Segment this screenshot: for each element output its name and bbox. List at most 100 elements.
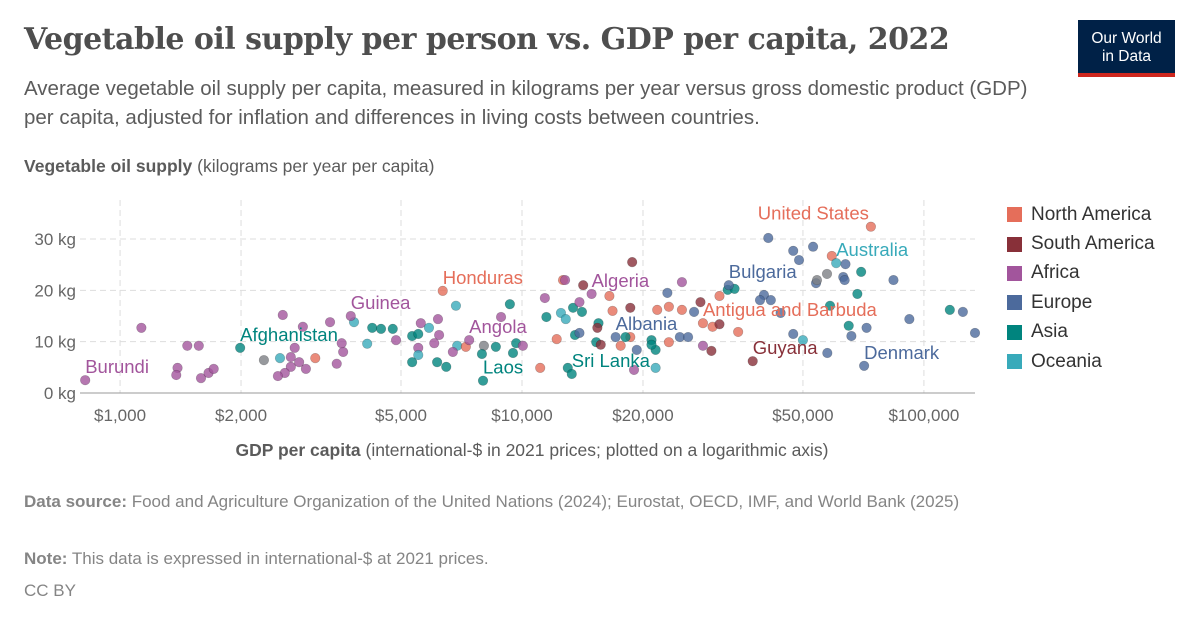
data-point[interactable] [695, 297, 706, 308]
data-point[interactable] [652, 304, 663, 315]
data-point[interactable] [390, 335, 402, 346]
data-point[interactable] [331, 358, 342, 369]
legend-item[interactable]: North America [1007, 200, 1155, 229]
data-point[interactable] [628, 364, 640, 376]
data-point[interactable] [362, 338, 373, 349]
data-point[interactable] [697, 318, 709, 329]
data-point[interactable] [807, 241, 819, 252]
data-point[interactable] [824, 300, 836, 311]
data-point[interactable] [859, 360, 870, 371]
data-point[interactable] [840, 259, 851, 270]
data-point[interactable] [682, 331, 694, 343]
data-point[interactable] [566, 368, 577, 380]
data-point[interactable] [345, 310, 356, 322]
data-point[interactable] [625, 302, 636, 313]
data-point[interactable] [171, 369, 182, 381]
data-point[interactable] [865, 221, 876, 232]
data-point[interactable] [610, 331, 621, 343]
data-point[interactable] [559, 274, 571, 286]
data-point[interactable] [797, 335, 809, 346]
data-point[interactable] [539, 292, 550, 304]
data-point[interactable] [733, 326, 744, 338]
data-point[interactable] [450, 300, 462, 311]
data-point[interactable] [747, 356, 758, 367]
data-point[interactable] [367, 322, 378, 333]
data-point[interactable] [300, 363, 311, 374]
data-point[interactable] [285, 351, 296, 363]
data-point[interactable] [663, 301, 674, 312]
data-point[interactable] [285, 361, 296, 372]
data-point[interactable] [182, 340, 193, 351]
data-point[interactable] [294, 357, 305, 368]
data-point[interactable] [541, 311, 552, 323]
data-point[interactable] [788, 245, 799, 256]
data-point[interactable] [822, 347, 833, 359]
data-point[interactable] [697, 340, 709, 351]
data-point[interactable] [507, 347, 519, 359]
data-point[interactable] [688, 306, 700, 317]
data-point[interactable] [504, 299, 515, 310]
legend-item[interactable]: South America [1007, 229, 1155, 258]
data-point[interactable] [627, 257, 638, 268]
data-point[interactable] [607, 305, 618, 316]
legend-item[interactable]: Africa [1007, 259, 1155, 288]
data-point[interactable] [861, 322, 872, 333]
data-point[interactable] [676, 277, 688, 288]
data-point[interactable] [620, 331, 631, 343]
data-point[interactable] [615, 340, 626, 351]
data-point[interactable] [904, 313, 915, 325]
data-point[interactable] [843, 320, 854, 331]
data-point[interactable] [714, 319, 725, 330]
data-point[interactable] [574, 327, 585, 339]
data-point[interactable] [560, 313, 571, 325]
data-point[interactable] [839, 274, 850, 286]
data-point[interactable] [788, 328, 799, 340]
data-point[interactable] [826, 250, 837, 262]
data-point[interactable] [595, 339, 606, 350]
data-point[interactable] [195, 373, 207, 384]
data-point[interactable] [957, 306, 968, 317]
data-point[interactable] [604, 290, 615, 302]
data-point[interactable] [969, 327, 981, 339]
data-point[interactable] [208, 363, 219, 374]
data-point[interactable] [407, 357, 418, 368]
data-point[interactable] [464, 335, 475, 346]
data-point[interactable] [856, 266, 867, 277]
data-point[interactable] [338, 346, 349, 358]
data-point[interactable] [811, 274, 823, 286]
data-point[interactable] [846, 330, 857, 342]
data-point[interactable] [723, 280, 734, 291]
data-point[interactable] [852, 288, 863, 300]
data-point[interactable] [447, 346, 458, 358]
data-point[interactable] [646, 339, 657, 350]
data-point[interactable] [631, 344, 642, 355]
data-point[interactable] [429, 338, 440, 349]
data-point[interactable] [277, 309, 288, 321]
data-point[interactable] [387, 323, 398, 334]
data-point[interactable] [714, 290, 725, 302]
data-point[interactable] [676, 304, 688, 315]
data-point[interactable] [476, 348, 488, 360]
data-point[interactable] [432, 357, 443, 368]
data-point[interactable] [235, 342, 246, 353]
data-point[interactable] [375, 323, 387, 334]
data-point[interactable] [272, 370, 283, 382]
data-point[interactable] [775, 307, 786, 319]
data-point[interactable] [324, 317, 336, 328]
data-point[interactable] [592, 322, 603, 333]
data-point[interactable] [415, 318, 426, 329]
data-point[interactable] [495, 311, 507, 323]
data-point[interactable] [578, 280, 589, 291]
data-point[interactable] [888, 274, 899, 286]
data-point[interactable] [274, 352, 286, 364]
data-point[interactable] [477, 375, 489, 386]
data-point[interactable] [663, 337, 674, 348]
data-point[interactable] [193, 340, 204, 351]
data-point[interactable] [551, 334, 562, 345]
data-point[interactable] [650, 362, 661, 373]
legend-item[interactable]: Oceania [1007, 347, 1155, 376]
legend-item[interactable]: Europe [1007, 288, 1155, 317]
data-point[interactable] [433, 329, 445, 341]
license[interactable]: CC BY [24, 581, 76, 600]
data-point[interactable] [441, 361, 452, 372]
